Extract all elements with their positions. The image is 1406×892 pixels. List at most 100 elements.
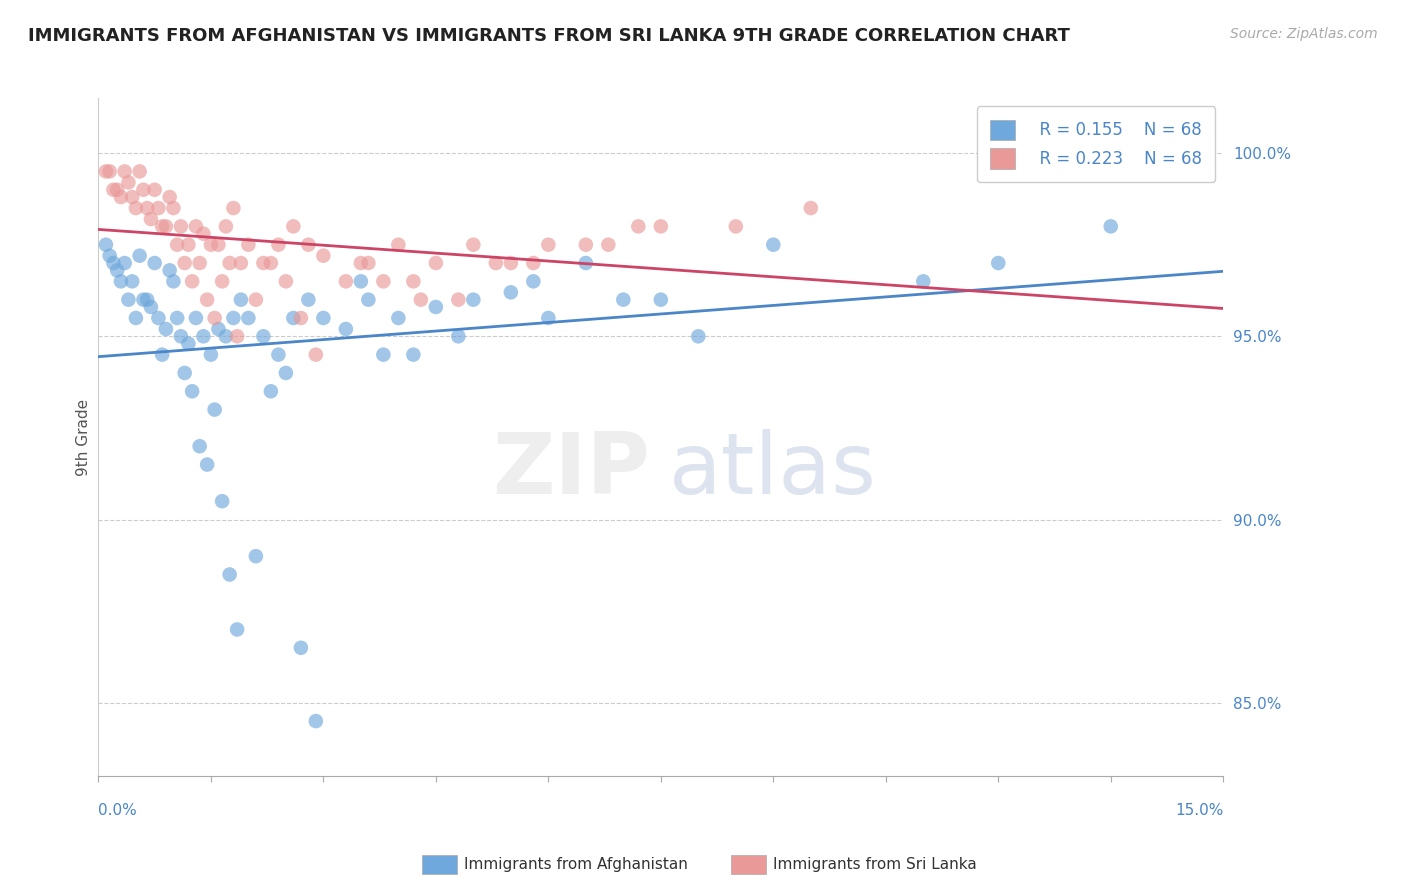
Point bbox=[184, 219, 207, 234]
Text: Source: ZipAtlas.com: Source: ZipAtlas.com bbox=[1230, 27, 1378, 41]
Point bbox=[114, 164, 136, 178]
Point bbox=[193, 329, 215, 343]
Point bbox=[522, 256, 544, 270]
Point bbox=[222, 310, 245, 325]
Text: atlas: atlas bbox=[669, 429, 877, 513]
Point bbox=[260, 384, 283, 399]
Point bbox=[1099, 219, 1122, 234]
Point bbox=[204, 310, 226, 325]
Point bbox=[139, 212, 162, 227]
Point bbox=[297, 237, 319, 252]
Point bbox=[218, 567, 240, 582]
Point bbox=[226, 623, 249, 637]
Point bbox=[402, 274, 425, 288]
Point bbox=[252, 329, 274, 343]
Point bbox=[612, 293, 634, 307]
Point bbox=[110, 274, 132, 288]
Point bbox=[499, 285, 522, 300]
Point bbox=[387, 237, 409, 252]
Point bbox=[170, 329, 193, 343]
Point bbox=[627, 219, 650, 234]
Point bbox=[211, 274, 233, 288]
Point bbox=[117, 293, 139, 307]
Point bbox=[136, 201, 159, 215]
Point bbox=[252, 256, 274, 270]
Point bbox=[162, 201, 184, 215]
Point bbox=[575, 256, 598, 270]
Point bbox=[121, 190, 143, 204]
Point bbox=[98, 164, 121, 178]
Point bbox=[110, 190, 132, 204]
Point bbox=[181, 274, 204, 288]
Point bbox=[173, 366, 195, 380]
Point bbox=[170, 219, 193, 234]
Point bbox=[447, 329, 470, 343]
Point bbox=[260, 256, 283, 270]
Point bbox=[173, 256, 195, 270]
Text: Immigrants from Afghanistan: Immigrants from Afghanistan bbox=[464, 857, 688, 871]
Point bbox=[166, 310, 188, 325]
Point bbox=[117, 175, 139, 189]
Point bbox=[290, 310, 312, 325]
Point bbox=[485, 256, 508, 270]
Point bbox=[159, 190, 181, 204]
Point bbox=[132, 293, 155, 307]
Point bbox=[125, 310, 148, 325]
Point bbox=[522, 274, 544, 288]
Legend:   R = 0.155    N = 68,   R = 0.223    N = 68: R = 0.155 N = 68, R = 0.223 N = 68 bbox=[977, 106, 1215, 182]
Point bbox=[402, 348, 425, 362]
Point bbox=[139, 300, 162, 314]
Point bbox=[425, 256, 447, 270]
Point bbox=[312, 249, 335, 263]
Point bbox=[335, 274, 357, 288]
Point bbox=[195, 293, 218, 307]
Point bbox=[226, 329, 249, 343]
Point bbox=[195, 458, 218, 472]
Point bbox=[575, 237, 598, 252]
Point bbox=[94, 164, 117, 178]
Point bbox=[650, 293, 672, 307]
Point bbox=[184, 310, 207, 325]
Point bbox=[800, 201, 823, 215]
Point bbox=[207, 322, 229, 336]
Point bbox=[148, 201, 170, 215]
Point bbox=[537, 237, 560, 252]
Point bbox=[688, 329, 710, 343]
Point bbox=[125, 201, 148, 215]
Point bbox=[207, 237, 229, 252]
Point bbox=[159, 263, 181, 277]
Point bbox=[912, 274, 935, 288]
Point bbox=[150, 219, 173, 234]
Point bbox=[297, 293, 319, 307]
Point bbox=[105, 183, 128, 197]
Point bbox=[598, 237, 620, 252]
Point bbox=[103, 256, 125, 270]
Point bbox=[148, 310, 170, 325]
Point bbox=[177, 237, 200, 252]
Point bbox=[114, 256, 136, 270]
Point bbox=[267, 348, 290, 362]
Point bbox=[463, 293, 485, 307]
Point bbox=[238, 310, 260, 325]
Point bbox=[762, 237, 785, 252]
Point bbox=[128, 249, 150, 263]
Point bbox=[312, 310, 335, 325]
Point bbox=[267, 237, 290, 252]
Point bbox=[150, 348, 173, 362]
Point bbox=[238, 237, 260, 252]
Point bbox=[105, 263, 128, 277]
Point bbox=[166, 237, 188, 252]
Point bbox=[357, 293, 380, 307]
Point bbox=[204, 402, 226, 417]
Point bbox=[155, 219, 177, 234]
Point bbox=[274, 366, 297, 380]
Point bbox=[188, 439, 211, 453]
Text: 15.0%: 15.0% bbox=[1175, 803, 1223, 818]
Point bbox=[387, 310, 409, 325]
Point bbox=[425, 300, 447, 314]
Point bbox=[290, 640, 312, 655]
Point bbox=[283, 219, 305, 234]
Text: Immigrants from Sri Lanka: Immigrants from Sri Lanka bbox=[773, 857, 977, 871]
Point bbox=[200, 348, 222, 362]
Point bbox=[132, 183, 155, 197]
